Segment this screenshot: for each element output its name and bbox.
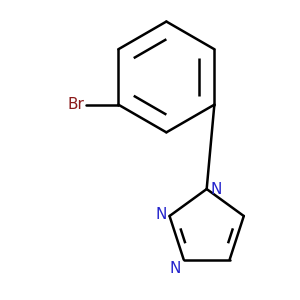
Text: N: N [156,207,167,222]
Text: Br: Br [68,97,84,112]
Text: N: N [211,182,222,196]
Text: N: N [170,261,181,276]
